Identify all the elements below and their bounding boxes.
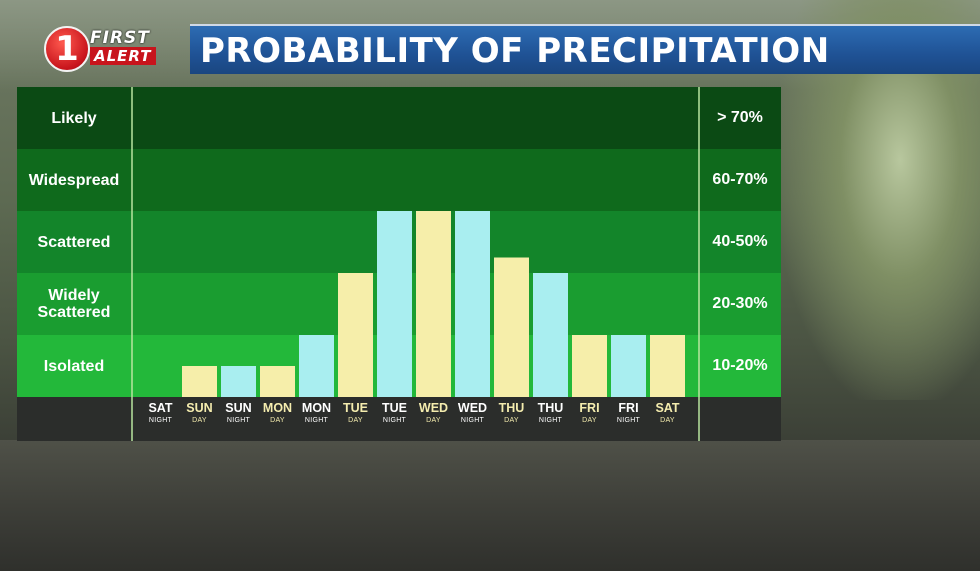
logo-number: 1: [55, 29, 79, 69]
band-label-widespread: Widespread: [28, 171, 120, 189]
background-wet-ground: [0, 440, 980, 571]
bar-tue-night: [377, 211, 412, 397]
bar-sun-night: [221, 366, 256, 397]
x-tick-tue-day: TUE DAY: [336, 400, 375, 426]
bar-thu-night: [533, 273, 568, 397]
x-tick-sun-day: SUN DAY: [180, 400, 219, 426]
bar-mon-day: [260, 366, 295, 397]
x-tick-day-label: THU: [498, 401, 525, 415]
x-tick-period-label: DAY: [192, 417, 207, 424]
x-tick-period-label: NIGHT: [304, 417, 329, 424]
band-label-widely-scattered: Widely Scattered: [37, 287, 111, 321]
x-tick-period-label: DAY: [426, 417, 441, 424]
x-tick-day-label: SAT: [148, 401, 173, 415]
x-tick-thu-day: THU DAY: [492, 400, 531, 426]
band-range-widely-scattered: 20-30%: [712, 295, 768, 312]
x-tick-day-label: WED: [418, 401, 449, 415]
bar-tue-day: [338, 273, 373, 397]
x-tick-fri-day: FRI DAY: [570, 400, 609, 426]
band-range-scattered: 40-50%: [712, 233, 768, 250]
x-tick-day-label: MON: [262, 401, 293, 415]
band-range-isolated: 10-20%: [712, 357, 768, 374]
x-tick-day-label: SUN: [225, 401, 252, 415]
x-tick-period-label: DAY: [582, 417, 597, 424]
x-tick-day-label: WED: [457, 401, 488, 415]
x-tick-tue-night: TUE NIGHT: [375, 400, 414, 426]
bars-layer: [182, 211, 685, 397]
x-tick-period-label: NIGHT: [226, 417, 251, 424]
logo-line2: ALERT: [90, 47, 156, 65]
x-tick-sat-night: SAT NIGHT: [141, 400, 180, 426]
x-tick-mon-day: MON DAY: [258, 400, 297, 426]
precipitation-chart: Likely Widespread Scattered Widely Scatt…: [17, 87, 781, 441]
bar-wed-night: [455, 211, 490, 397]
logo-line1: FIRST: [90, 28, 150, 48]
x-tick-fri-night: FRI NIGHT: [609, 400, 648, 426]
x-tick-day-label: MON: [301, 401, 332, 415]
bar-sun-day: [182, 366, 217, 397]
x-tick-mon-night: MON NIGHT: [297, 400, 336, 426]
first-alert-logo: 1 FIRST ALERT: [40, 24, 178, 76]
x-tick-period-label: NIGHT: [616, 417, 641, 424]
chart-title: PROBABILITY OF PRECIPITATION: [200, 31, 830, 71]
x-tick-day-label: THU: [537, 401, 564, 415]
band-range-likely: > 70%: [717, 109, 763, 126]
bar-sat-day: [650, 335, 685, 397]
x-tick-period-label: DAY: [660, 417, 675, 424]
x-tick-period-label: DAY: [270, 417, 285, 424]
right-divider: [698, 87, 700, 441]
x-tick-period-label: NIGHT: [460, 417, 485, 424]
bar-mon-night: [299, 335, 334, 397]
bar-fri-day: [572, 335, 607, 397]
x-tick-period-label: NIGHT: [148, 417, 173, 424]
x-tick-day-label: FRI: [579, 401, 600, 415]
x-tick-day-label: TUE: [382, 401, 407, 415]
x-tick-period-label: NIGHT: [382, 417, 407, 424]
left-divider: [131, 87, 133, 441]
x-tick-day-label: TUE: [343, 401, 368, 415]
logo-circle-icon: [44, 26, 90, 72]
band-likely: [17, 87, 781, 149]
bar-thu-day: [494, 257, 529, 397]
band-label-likely: Likely: [51, 109, 97, 127]
x-tick-sun-night: SUN NIGHT: [219, 400, 258, 426]
x-tick-day-label: SUN: [186, 401, 213, 415]
x-tick-wed-night: WED NIGHT: [453, 400, 492, 426]
band-range-widespread: 60-70%: [712, 171, 768, 188]
bar-fri-night: [611, 335, 646, 397]
x-tick-period-label: DAY: [504, 417, 519, 424]
x-tick-period-label: NIGHT: [538, 417, 563, 424]
x-tick-day-label: FRI: [618, 401, 639, 415]
x-tick-wed-day: WED DAY: [414, 400, 453, 426]
bar-wed-day: [416, 211, 451, 397]
x-tick-period-label: DAY: [348, 417, 363, 424]
title-bar: PROBABILITY OF PRECIPITATION: [190, 24, 980, 74]
x-tick-day-label: SAT: [655, 401, 680, 415]
band-widespread: [17, 149, 781, 211]
x-tick-sat-day: SAT DAY: [648, 400, 687, 426]
band-label-isolated: Isolated: [43, 357, 105, 375]
x-tick-thu-night: THU NIGHT: [531, 400, 570, 426]
band-label-scattered: Scattered: [37, 233, 111, 251]
x-axis-row: [17, 397, 781, 441]
